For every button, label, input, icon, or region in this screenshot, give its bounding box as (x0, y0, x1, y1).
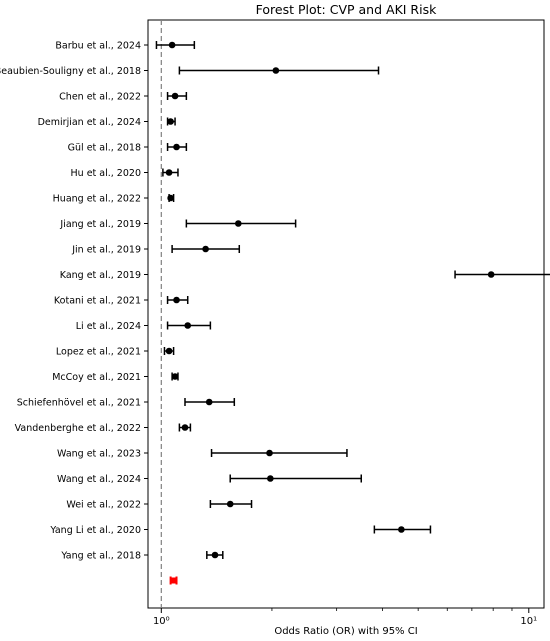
study-label: Lopez et al., 2021 (56, 347, 141, 358)
study-row (155, 41, 196, 49)
study-label: Wang et al., 2023 (57, 449, 141, 460)
study-row (163, 347, 175, 355)
study-label: Chen et al., 2022 (59, 92, 141, 103)
or-point (173, 143, 180, 151)
or-point (165, 169, 173, 176)
study-label: Kang et al., 2019 (60, 270, 141, 281)
study-label: McCoy et al., 2021 (52, 372, 141, 383)
study-label: Yang et al., 2018 (60, 551, 141, 562)
x-axis-label: Odds Ratio (OR) with 95% CI (274, 626, 417, 637)
y-tick-labels: Barbu et al., 2024 Beaubien-Souligny et a… (0, 41, 148, 562)
or-point (202, 245, 209, 253)
study-label: Hu et al., 2020 (71, 168, 141, 179)
or-point (398, 526, 405, 533)
or-point (267, 475, 274, 482)
or-point (181, 424, 189, 431)
study-label: Beaubien-Souligny et al., 2018 (0, 66, 141, 77)
or-point (171, 373, 179, 380)
or-point (167, 194, 174, 202)
study-row (210, 449, 348, 457)
or-point (487, 271, 495, 278)
study-row (209, 500, 253, 508)
study-row (166, 143, 188, 151)
study-row (184, 398, 236, 406)
or-point (171, 92, 179, 100)
study-row (373, 525, 432, 534)
or-point (165, 347, 173, 355)
study-row (185, 219, 297, 228)
or-point (168, 41, 176, 49)
plot-area (147, 19, 545, 609)
study-row (166, 92, 188, 100)
or-point (235, 220, 242, 227)
or-point (226, 500, 234, 508)
study-row (166, 117, 176, 126)
study-label: Gül et al., 2018 (68, 143, 141, 154)
or-point (173, 296, 180, 304)
study-label: Barbu et al., 2024 (55, 41, 141, 52)
x-tick-label: 10¹ (520, 616, 537, 627)
study-row (171, 245, 241, 253)
or-point (211, 551, 219, 559)
study-label: Kotani et al., 2021 (54, 296, 141, 307)
study-label: Huang et al., 2022 (53, 194, 141, 205)
or-point (167, 118, 174, 125)
study-label: Demirjian et al., 2024 (38, 117, 141, 128)
study-label: Li et al., 2024 (76, 321, 141, 332)
study-label: Wang et al., 2024 (57, 474, 141, 485)
study-row (171, 372, 179, 381)
study-row (206, 551, 224, 559)
study-label: Wei et al., 2022 (66, 500, 141, 511)
pooled-row (169, 576, 178, 585)
or-point (266, 449, 273, 457)
study-row (178, 66, 380, 75)
study-row (229, 474, 362, 483)
study-row (167, 194, 175, 202)
pooled-marker (170, 577, 177, 584)
x-axis: 10⁰ 10¹ (153, 608, 537, 627)
study-row (162, 168, 179, 177)
study-label: Yang Li et al., 2020 (49, 525, 141, 536)
study-label: Vandenberghe et al., 2022 (15, 423, 141, 434)
x-tick-label: 10⁰ (153, 616, 170, 627)
study-row (166, 321, 212, 330)
study-row (166, 296, 189, 304)
or-point (184, 322, 192, 329)
or-point (272, 67, 280, 74)
study-row (454, 270, 550, 279)
study-label: Jiang et al., 2019 (59, 219, 141, 230)
study-marks-layer (155, 41, 550, 585)
study-row (178, 423, 192, 432)
study-label: Jin et al., 2019 (71, 245, 141, 256)
study-label: Schiefenhövel et al., 2021 (17, 398, 141, 409)
chart-title: Forest Plot: CVP and AKI Risk (256, 2, 437, 17)
or-point (205, 398, 213, 406)
